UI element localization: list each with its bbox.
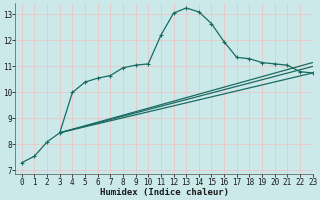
X-axis label: Humidex (Indice chaleur): Humidex (Indice chaleur) [100,188,228,197]
